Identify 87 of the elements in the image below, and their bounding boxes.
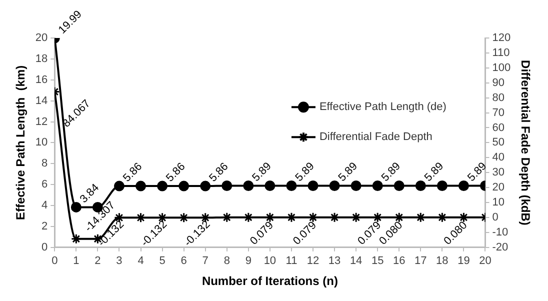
x-tick-label: 11 — [286, 255, 298, 268]
x-tick-label: 8 — [224, 255, 230, 268]
data-label: 5.89 — [250, 160, 274, 184]
point — [70, 202, 82, 212]
x-tick-label: 18 — [436, 255, 448, 268]
x-tick-label: 20 — [479, 255, 492, 268]
y2-tick-label: 70 — [492, 106, 504, 119]
data-label: 5.89 — [422, 160, 446, 184]
y2-tick-label: 10 — [492, 196, 504, 209]
y-tick-label: 2 — [42, 220, 48, 232]
y2-tick-label: 100 — [492, 62, 511, 74]
point — [350, 212, 362, 223]
point — [372, 180, 383, 191]
x-tick-label: 2 — [94, 255, 101, 268]
point — [415, 180, 426, 191]
point — [222, 212, 232, 223]
point — [222, 180, 232, 191]
point — [264, 212, 276, 223]
y-tick-label: 10 — [35, 136, 48, 149]
y-tick-label: 6 — [42, 178, 48, 191]
point — [243, 180, 254, 191]
y-tick-label: 12 — [35, 116, 48, 128]
x-tick-label: 19 — [458, 255, 470, 268]
data-label: 5.89 — [336, 160, 360, 184]
x-tick-label: 16 — [393, 255, 406, 268]
x-tick-label: 0 — [52, 255, 58, 268]
y-tick-label: 0 — [42, 241, 48, 254]
point — [178, 180, 190, 192]
point — [436, 212, 448, 223]
y-tick-label: 18 — [35, 52, 48, 65]
y-tick-label: 14 — [35, 94, 48, 107]
y2-tick-label: -20 — [492, 241, 508, 254]
x-tick-label: 17 — [414, 255, 427, 268]
y2-tick-label: 80 — [492, 92, 504, 104]
y-axis-title: Effective Path Length (km) — [14, 65, 28, 220]
y-tick-label: 8 — [42, 158, 48, 170]
legend-label: Differential Fade Depth — [319, 131, 432, 144]
point — [394, 212, 404, 223]
x-tick-label: 9 — [245, 255, 252, 268]
data-label: 5.89 — [379, 160, 404, 184]
point — [157, 180, 168, 192]
point — [264, 180, 276, 191]
y2-axis-title: Differential Fade Depth (kdB) — [518, 60, 532, 226]
x-tick-label: 7 — [202, 255, 208, 268]
point — [200, 180, 211, 192]
y2-tick-label: 60 — [492, 122, 504, 134]
point — [114, 180, 124, 192]
point — [436, 180, 448, 191]
x-tick-label: 4 — [138, 255, 144, 268]
y2-tick-label: 30 — [492, 166, 504, 179]
point — [136, 180, 146, 192]
x-tick-label: 14 — [350, 255, 362, 268]
point — [329, 212, 340, 223]
y2-tick-label: -10 — [492, 226, 508, 238]
point — [286, 180, 297, 191]
point — [415, 212, 426, 223]
y-tick-label: 20 — [35, 32, 48, 44]
x-axis-title: Number of Iterations (n) — [202, 274, 338, 288]
data-label: 5.89 — [293, 160, 317, 184]
x-tick-label: 15 — [371, 255, 384, 268]
x-tick-label: 12 — [306, 255, 320, 268]
y2-tick-label: 120 — [492, 32, 511, 44]
point — [308, 180, 318, 191]
point — [70, 234, 82, 244]
point — [458, 180, 469, 191]
y2-tick-label: 50 — [492, 136, 504, 149]
point — [350, 180, 362, 191]
y-tick-label: 4 — [42, 200, 48, 212]
x-tick-label: 5 — [159, 255, 166, 268]
point — [329, 180, 340, 191]
x-tick-label: 3 — [116, 255, 122, 268]
x-tick-label: 13 — [328, 255, 341, 268]
y2-tick-label: 20 — [492, 182, 504, 194]
point — [243, 212, 254, 223]
x-tick-label: 10 — [264, 255, 276, 268]
point — [286, 212, 297, 223]
point — [308, 212, 318, 223]
data-label: 5.89 — [465, 160, 490, 184]
x-tick-label: 1 — [73, 255, 80, 268]
y2-tick-label: 40 — [492, 152, 504, 164]
y2-tick-label: 110 — [492, 46, 510, 59]
point — [394, 180, 404, 191]
y2-tick-label: 90 — [492, 76, 504, 89]
legend-label: Effective Path Length (de) — [319, 101, 446, 114]
x-tick-label: 6 — [180, 255, 187, 268]
y2-tick-label: 0 — [492, 212, 498, 224]
y-tick-label: 16 — [35, 74, 48, 86]
